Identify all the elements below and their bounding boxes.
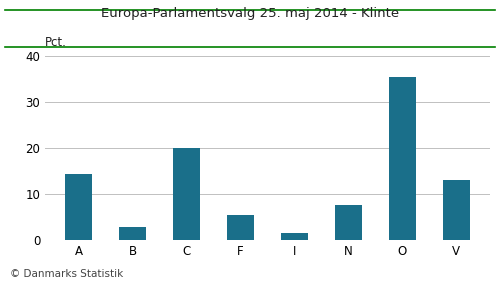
Bar [119,227,146,240]
Bar [65,174,92,240]
Bar [173,148,200,240]
Text: © Danmarks Statistik: © Danmarks Statistik [10,269,123,279]
Text: Europa-Parlamentsvalg 25. maj 2014 - Klinte: Europa-Parlamentsvalg 25. maj 2014 - Kli… [101,7,399,20]
Bar [227,215,254,240]
Bar [335,205,362,240]
Bar [443,180,470,240]
Bar [389,77,416,240]
Bar [281,233,308,240]
Text: Pct.: Pct. [45,36,67,49]
